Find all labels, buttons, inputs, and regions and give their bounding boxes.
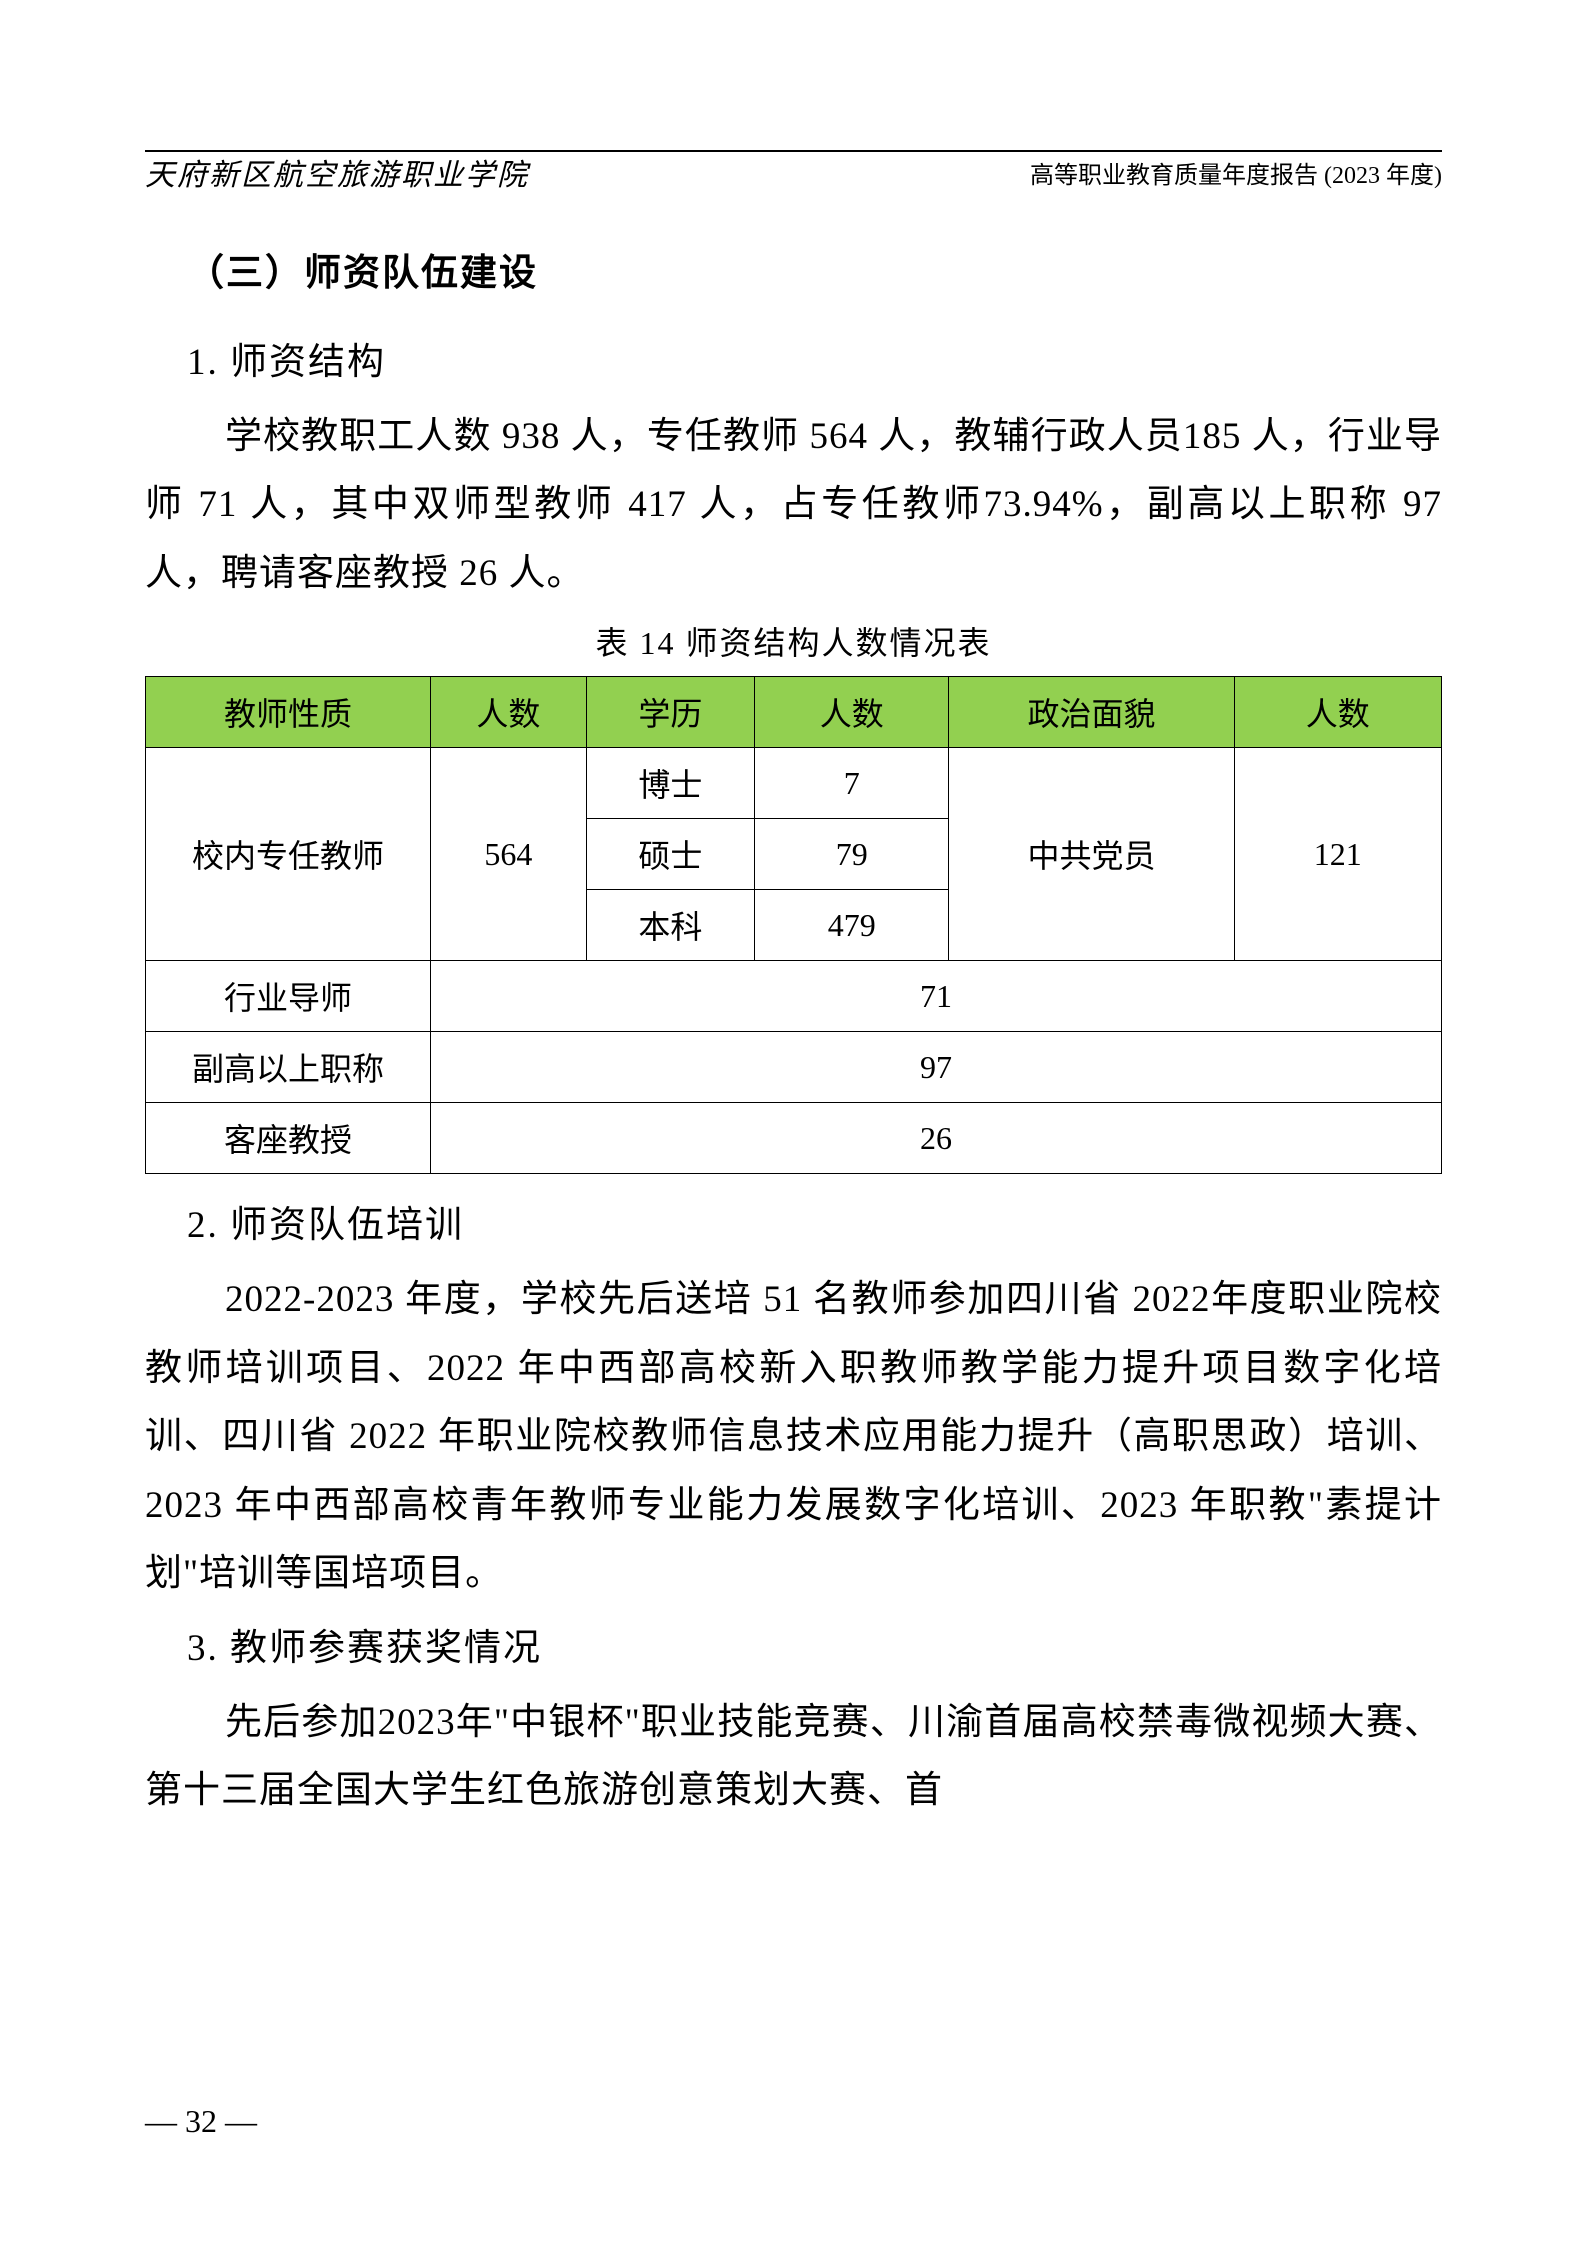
header-report-title: 高等职业教育质量年度报告 (2023 年度) <box>1030 155 1442 190</box>
table-cell: 行业导师 <box>146 961 431 1032</box>
table-cell: 26 <box>431 1103 1442 1174</box>
table-cell: 479 <box>755 890 949 961</box>
table-row: 行业导师 71 <box>146 961 1442 1032</box>
table-cell: 564 <box>431 748 587 961</box>
table-header: 人数 <box>1234 677 1441 748</box>
subsection-3-paragraph: 先后参加2023年"中银杯"职业技能竞赛、川渝首届高校禁毒微视频大赛、第十三届全… <box>145 1689 1442 1826</box>
table-header: 人数 <box>431 677 587 748</box>
subsection-1-title: 1. 师资结构 <box>145 331 1442 385</box>
table-cell: 客座教授 <box>146 1103 431 1174</box>
header-institution: 天府新区航空旅游职业学院 <box>145 150 529 194</box>
table-cell: 121 <box>1234 748 1441 961</box>
table-header: 学历 <box>586 677 754 748</box>
subsection-2-paragraph: 2022-2023 年度，学校先后送培 51 名教师参加四川省 2022年度职业… <box>145 1266 1442 1608</box>
subsection-1-paragraph: 学校教职工人数 938 人，专任教师 564 人，教辅行政人员185 人，行业导… <box>145 403 1442 608</box>
table-cell: 副高以上职称 <box>146 1032 431 1103</box>
table-row: 副高以上职称 97 <box>146 1032 1442 1103</box>
table-cell: 硕士 <box>586 819 754 890</box>
table-cell: 79 <box>755 819 949 890</box>
document-page: 天府新区航空旅游职业学院 高等职业教育质量年度报告 (2023 年度) （三）师… <box>0 0 1587 2245</box>
subsection-3-title: 3. 教师参赛获奖情况 <box>145 1617 1442 1671</box>
subsection-2-title: 2. 师资队伍培训 <box>145 1194 1442 1248</box>
page-content: （三）师资队伍建设 1. 师资结构 学校教职工人数 938 人，专任教师 564… <box>145 162 1442 1825</box>
section-title: （三）师资队伍建设 <box>145 242 1442 296</box>
table-header-row: 教师性质 人数 学历 人数 政治面貌 人数 <box>146 677 1442 748</box>
table-cell: 校内专任教师 <box>146 748 431 961</box>
table-cell: 71 <box>431 961 1442 1032</box>
table-row: 校内专任教师 564 博士 7 中共党员 121 <box>146 748 1442 819</box>
table-cell: 本科 <box>586 890 754 961</box>
table-header: 教师性质 <box>146 677 431 748</box>
page-header: 天府新区航空旅游职业学院 高等职业教育质量年度报告 (2023 年度) <box>145 150 1442 152</box>
table-row: 客座教授 26 <box>146 1103 1442 1174</box>
table-cell: 7 <box>755 748 949 819</box>
table-cell: 97 <box>431 1032 1442 1103</box>
table-cell: 博士 <box>586 748 754 819</box>
table-caption: 表 14 师资结构人数情况表 <box>145 618 1442 664</box>
faculty-structure-table: 教师性质 人数 学历 人数 政治面貌 人数 校内专任教师 564 博士 7 中共… <box>145 676 1442 1174</box>
table-header: 政治面貌 <box>949 677 1234 748</box>
page-number: — 32 — <box>145 2103 257 2140</box>
table-header: 人数 <box>755 677 949 748</box>
table-cell: 中共党员 <box>949 748 1234 961</box>
